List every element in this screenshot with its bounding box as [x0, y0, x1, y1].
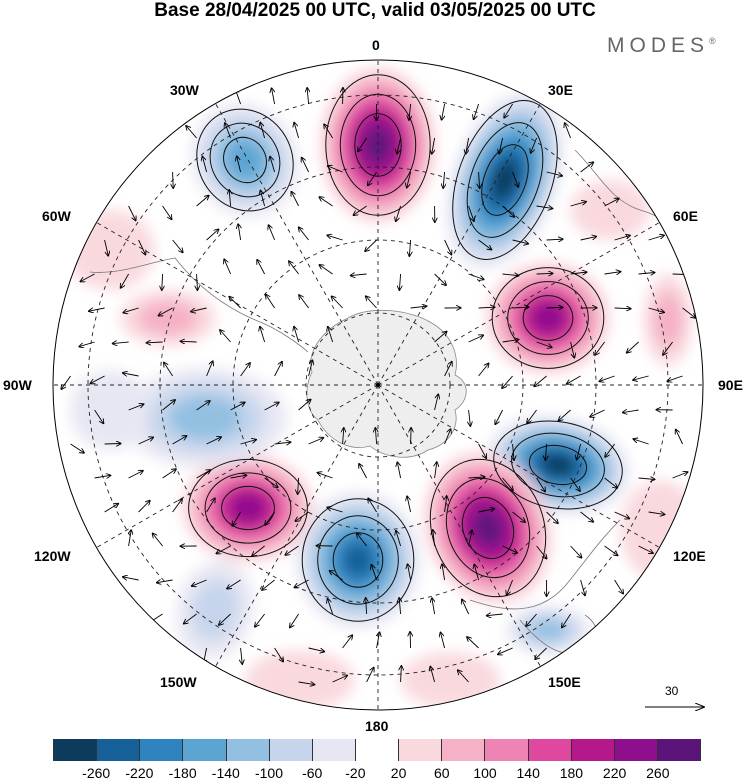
- antarctica-landmass: [306, 309, 467, 458]
- colorbar-tick-label: -20: [345, 765, 366, 781]
- colorbar-tick-label: -100: [254, 765, 284, 781]
- lon-label-120w: 120W: [34, 548, 71, 564]
- colorbar-tick-label: 100: [473, 765, 497, 781]
- colorbar-tick-label: -60: [302, 765, 323, 781]
- colorbar-swatch: [53, 739, 98, 761]
- colorbar-tick-label: 180: [559, 765, 584, 781]
- colorbar-swatch: [528, 739, 572, 761]
- colorbar-swatch: [226, 739, 270, 761]
- colorbar-swatch: [399, 739, 443, 761]
- colorbar-tick-label: -140: [211, 765, 240, 781]
- colorbar-tick-label: 220: [602, 765, 627, 781]
- lon-label-30e: 30E: [548, 82, 573, 98]
- brand-text: MODES: [607, 34, 710, 57]
- colorbar-swatch: [269, 739, 313, 761]
- colorbar-swatch: [97, 739, 141, 761]
- colorbar-tick-label: 20: [390, 765, 407, 781]
- colorbar-tick-label: 260: [646, 765, 670, 781]
- colorbar-tick-label: -180: [168, 765, 197, 781]
- brand-logo: MODES®: [607, 34, 716, 58]
- lon-label-180: 180: [365, 718, 389, 734]
- map-title: Base 28/04/2025 00 UTC, valid 03/05/2025…: [154, 0, 596, 21]
- lon-label-150e: 150E: [548, 674, 581, 690]
- reference-vector-label: 30: [665, 684, 679, 698]
- lon-label-30w: 30W: [170, 82, 199, 98]
- colorbar-swatch: [614, 739, 658, 761]
- lon-label-150w: 150W: [160, 674, 197, 690]
- colorbar-swatch: [657, 739, 702, 761]
- colorbar-swatch: [140, 739, 184, 761]
- colorbar-swatch: [571, 739, 615, 761]
- lon-label-60w: 60W: [42, 208, 71, 224]
- colorbar-tick-label: 60: [434, 765, 450, 781]
- colorbar-swatch: [485, 739, 529, 761]
- lon-label-120e: 120E: [673, 548, 706, 564]
- colorbar-swatch: [355, 739, 400, 761]
- reference-vector-arrow: [645, 683, 710, 713]
- colorbar-tick-label: -260: [82, 765, 111, 781]
- lon-label-90w: 90W: [3, 377, 32, 393]
- lon-label-0: 0: [372, 37, 380, 53]
- colorbar: [53, 739, 702, 761]
- colorbar-tick-label: 140: [516, 765, 540, 781]
- colorbar-swatch: [312, 739, 356, 761]
- lon-label-90e: 90E: [718, 377, 743, 393]
- brand-mark: ®: [709, 36, 716, 46]
- colorbar-swatch: [183, 739, 227, 761]
- lon-label-60e: 60E: [673, 208, 698, 224]
- colorbar-tick-label: -220: [125, 765, 154, 781]
- colorbar-swatch: [442, 739, 486, 761]
